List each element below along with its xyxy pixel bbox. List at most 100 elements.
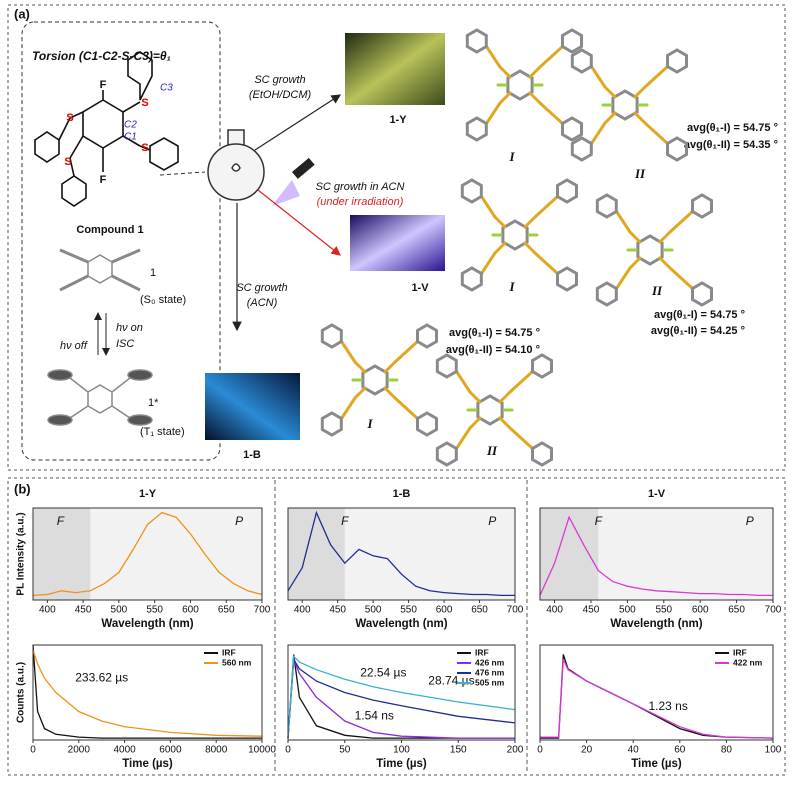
ring: [556, 178, 578, 204]
ring: [435, 353, 458, 379]
chart-title: 1-Y: [139, 488, 157, 500]
annotation: 1.23 ns: [648, 699, 687, 713]
transition-label: ISC: [116, 338, 134, 350]
bond: [603, 111, 617, 125]
x-tick-label: 8000: [205, 745, 228, 756]
ring: [506, 69, 534, 101]
ring: [531, 441, 553, 467]
x-tick-label: 400: [294, 605, 311, 616]
x-tick-label: 60: [674, 745, 686, 756]
bond: [533, 251, 559, 275]
x-tick-label: 400: [39, 605, 56, 616]
bond: [528, 65, 542, 79]
bond: [643, 121, 669, 145]
legend-label: 476 nm: [475, 667, 505, 677]
legend-label: 560 nm: [222, 657, 252, 667]
x-tick-label: 50: [339, 745, 351, 756]
panel-b-frame: [7, 477, 786, 776]
plot-frame: [539, 644, 774, 741]
ring: [561, 116, 583, 142]
bond: [485, 45, 502, 69]
x-tick-label: 2000: [68, 745, 91, 756]
crystal-structures: [320, 28, 713, 467]
torsion-average: avg(θ₁-I) = 54.75 °: [654, 309, 745, 321]
f-region: [288, 508, 345, 600]
bond: [658, 230, 672, 244]
ring: [611, 89, 639, 121]
bond: [603, 85, 617, 99]
atom-label: S: [64, 156, 71, 168]
bond: [480, 251, 497, 275]
torsion-average: avg(θ₁-II) = 54.10 °: [446, 344, 540, 356]
series-line: [32, 644, 262, 739]
x-tick-label: 700: [765, 605, 782, 616]
bond: [493, 241, 507, 255]
bond: [508, 370, 534, 394]
x-tick-label: 0: [30, 745, 36, 756]
bond: [455, 426, 472, 450]
conformer-label: I: [508, 279, 515, 294]
x-tick-label: 6000: [159, 745, 182, 756]
x-tick-label: 40: [628, 745, 640, 756]
compound-structure: [34, 51, 179, 207]
atom-label: F: [100, 174, 107, 186]
route-label: (under irradiation): [317, 196, 404, 208]
bond: [340, 396, 357, 420]
x-tick-label: 700: [507, 605, 524, 616]
ring: [666, 136, 688, 162]
torsion-average: avg(θ₁-I) = 54.75 °: [687, 122, 778, 134]
x-tick-label: 600: [436, 605, 453, 616]
x-tick-label: 450: [583, 605, 600, 616]
molecule: [570, 48, 688, 162]
bond: [340, 340, 357, 364]
atom-label: S: [141, 142, 148, 154]
atom-label: S: [141, 97, 148, 109]
bond: [628, 256, 642, 270]
x-tick-label: 100: [393, 745, 410, 756]
transition-label: hν off: [60, 340, 88, 352]
x-axis-label: Wavelength (nm): [610, 618, 702, 630]
arrow: [257, 189, 341, 256]
ring: [691, 193, 713, 219]
x-axis-label: Time (µs): [631, 758, 682, 770]
annotation: P: [235, 514, 243, 528]
molecule: [465, 28, 583, 142]
conformer-label: II: [651, 283, 663, 298]
conformer-label: II: [486, 443, 498, 458]
x-tick-label: 500: [365, 605, 382, 616]
bond: [590, 65, 607, 89]
ring: [460, 266, 483, 292]
bond: [643, 65, 669, 89]
bond: [668, 266, 694, 290]
crystal-label: 1-Y: [389, 114, 407, 126]
x-axis-label: Wavelength (nm): [101, 618, 193, 630]
compound-name: Compound 1: [76, 224, 143, 236]
bond: [493, 215, 507, 229]
molecule: [320, 323, 438, 437]
bond: [393, 396, 419, 420]
conformer-label: I: [508, 149, 515, 164]
ring: [691, 281, 713, 307]
ring: [460, 178, 483, 204]
excited-state-schematic: [47, 369, 153, 426]
bond: [485, 101, 502, 125]
series-line: [540, 659, 774, 739]
bond: [498, 416, 512, 430]
bond: [455, 370, 472, 394]
bond: [533, 195, 559, 219]
panel-label: (a): [14, 6, 30, 21]
bond: [383, 360, 397, 374]
x-tick-label: 400: [546, 605, 563, 616]
route-label: (ACN): [247, 297, 278, 309]
x-tick-label: 0: [537, 745, 543, 756]
ring: [556, 266, 578, 292]
x-tick-label: 650: [471, 605, 488, 616]
x-axis-label: Wavelength (nm): [355, 618, 447, 630]
bond: [658, 256, 672, 270]
bond: [353, 360, 367, 374]
route-label: (EtOH/DCM): [249, 89, 312, 101]
f-region: [33, 508, 91, 600]
bond: [528, 91, 542, 105]
series-line: [32, 511, 263, 597]
